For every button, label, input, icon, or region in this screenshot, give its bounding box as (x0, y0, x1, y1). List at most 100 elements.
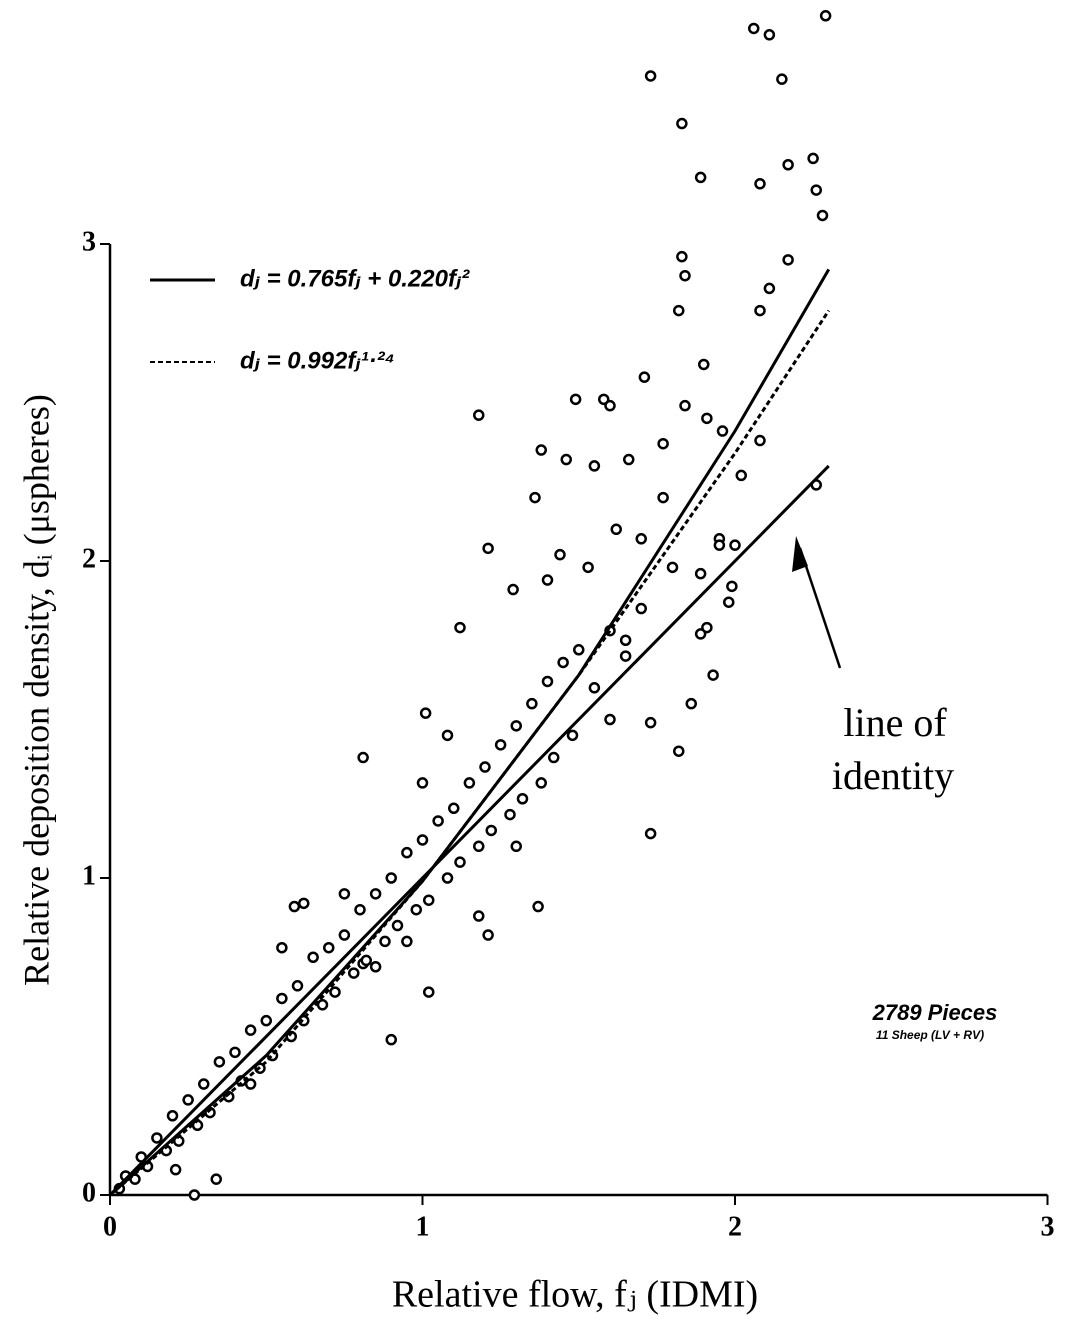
point (401, 846, 413, 859)
point (610, 523, 622, 536)
point (694, 171, 707, 184)
point (507, 583, 519, 596)
point (569, 393, 582, 406)
point (360, 954, 372, 967)
point (701, 412, 713, 425)
point (623, 453, 635, 466)
point (276, 941, 288, 954)
point (782, 159, 794, 171)
point (354, 903, 366, 916)
point (419, 707, 432, 719)
point (338, 929, 351, 941)
annotation: identity (832, 753, 954, 798)
point (676, 250, 688, 263)
point (338, 888, 351, 900)
point (291, 980, 304, 992)
point (566, 729, 579, 742)
point (716, 425, 729, 437)
fit-line (109, 309, 831, 1197)
point (604, 399, 616, 412)
point (454, 856, 466, 868)
point (329, 986, 341, 998)
point (357, 751, 369, 764)
point (604, 713, 616, 726)
point (557, 656, 569, 669)
point (473, 910, 485, 922)
point (638, 371, 651, 383)
arrow (798, 547, 842, 669)
point (288, 900, 301, 913)
point (244, 1024, 257, 1036)
point (494, 739, 507, 751)
point (807, 152, 819, 165)
point (244, 1078, 257, 1090)
legend-label: dⱼ = 0.765fⱼ + 0.220fⱼ² (240, 265, 470, 292)
point (754, 304, 766, 317)
point (554, 548, 566, 561)
point (676, 117, 688, 130)
y-axis-title: Relative deposition density, dᵢ (μsphere… (16, 394, 56, 986)
point (463, 777, 476, 789)
point (276, 992, 288, 1005)
point (510, 720, 522, 732)
point (441, 872, 454, 884)
point (535, 444, 547, 456)
point (473, 840, 485, 853)
point (516, 793, 529, 805)
point (729, 539, 741, 551)
point (619, 634, 632, 646)
point (348, 967, 360, 979)
point (713, 539, 726, 551)
point (188, 1189, 201, 1201)
point (816, 209, 829, 222)
point (385, 872, 397, 884)
point (748, 22, 760, 35)
point (169, 1163, 182, 1176)
point (473, 409, 485, 421)
point (560, 453, 572, 466)
point (432, 815, 444, 827)
point (369, 961, 382, 973)
point (166, 1110, 179, 1122)
point (323, 941, 335, 954)
point (679, 269, 691, 282)
point (529, 491, 541, 504)
point (763, 282, 776, 295)
point (229, 1046, 241, 1059)
point (385, 1033, 397, 1046)
point (482, 929, 494, 941)
point (423, 894, 435, 906)
fit-line (109, 268, 831, 1197)
x-tick-label: 2 (728, 1211, 742, 1242)
point (723, 596, 735, 608)
point (423, 986, 435, 998)
point (588, 460, 601, 472)
point (391, 919, 404, 932)
point (582, 561, 594, 574)
point (198, 1078, 210, 1090)
point (307, 951, 319, 963)
point (707, 669, 719, 681)
point (541, 675, 554, 688)
point (763, 29, 776, 41)
point (182, 1094, 194, 1106)
point (479, 761, 491, 773)
point (673, 304, 685, 317)
point (510, 840, 522, 853)
fit-line (108, 464, 830, 1197)
point (316, 999, 329, 1011)
note-subtitle: 11 Sheep (LV + RV) (876, 1028, 984, 1042)
point (588, 682, 601, 694)
x-tick-label: 0 (103, 1211, 117, 1242)
point (532, 900, 544, 913)
point (694, 567, 707, 580)
point (644, 70, 657, 82)
point (260, 1014, 272, 1027)
x-axis-title: Relative flow, fⱼ (IDMI) (392, 1274, 758, 1316)
point (482, 542, 494, 555)
y-tick-label: 1 (82, 860, 96, 891)
x-tick-label: 3 (1041, 1211, 1055, 1242)
point (210, 1173, 222, 1185)
legend-label: dⱼ = 0.992fⱼ¹·²⁴ (240, 347, 395, 374)
